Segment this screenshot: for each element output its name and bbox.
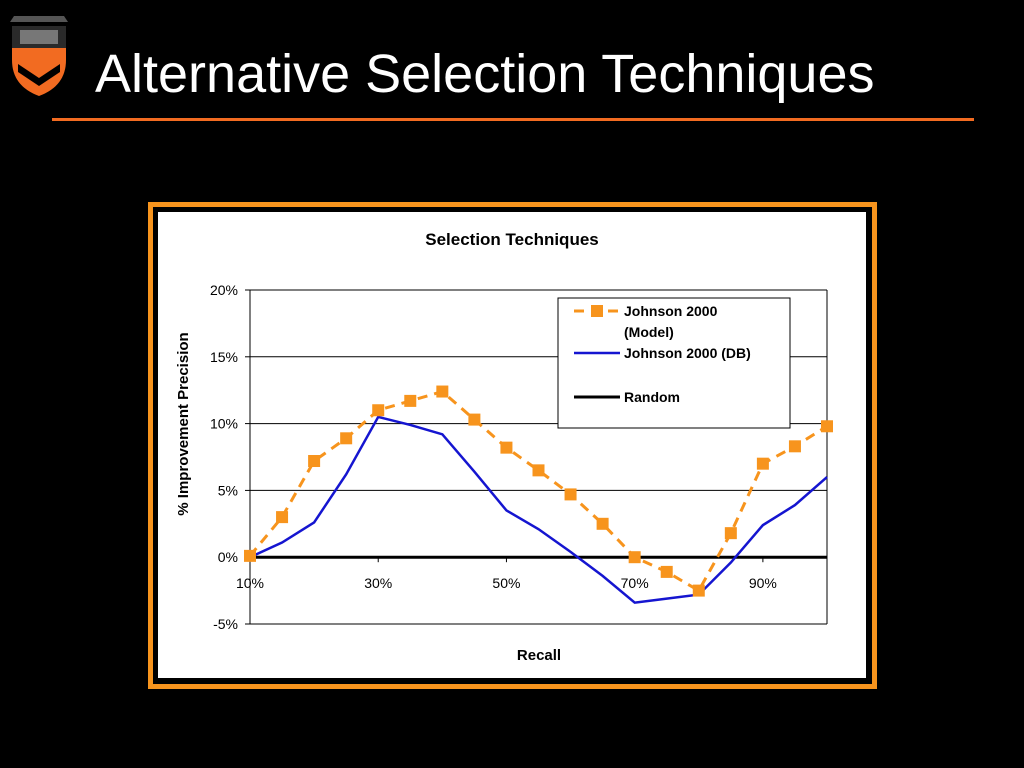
legend-item-random: Random: [624, 389, 680, 405]
chart-title: Selection Techniques: [425, 230, 599, 249]
slide-title: Alternative Selection Techniques: [95, 44, 875, 104]
data-point-model: [788, 440, 801, 453]
data-point-model: [468, 413, 481, 426]
y-tick-label: 10%: [210, 416, 238, 432]
data-point-model: [532, 464, 545, 477]
data-point-model: [244, 549, 256, 562]
series-line-johnson-db: [249, 415, 828, 604]
x-tick-label: 90%: [749, 575, 777, 591]
data-point-model: [756, 457, 769, 470]
data-point-model: [340, 432, 353, 445]
y-tick-label: -5%: [213, 616, 238, 632]
data-point-model: [276, 511, 289, 524]
legend-item-johnson-model: Johnson 2000: [624, 303, 718, 319]
legend: Johnson 2000 (Model) Johnson 2000 (DB) Rand…: [557, 297, 791, 429]
x-tick-label: 70%: [621, 575, 649, 591]
x-tick-label: 50%: [492, 575, 520, 591]
y-tick-label: 0%: [218, 549, 238, 565]
data-point-model: [660, 565, 673, 578]
data-point-model: [596, 517, 609, 530]
y-tick-label: 15%: [210, 349, 238, 365]
legend-item-johnson-db: Johnson 2000 (DB): [624, 345, 751, 361]
title-underline: [52, 118, 974, 121]
data-point-model: [564, 488, 577, 501]
legend-box: [557, 297, 791, 429]
x-axis-label: Recall: [517, 647, 561, 664]
data-point-model: [372, 404, 385, 417]
data-point-model: [404, 394, 417, 407]
data-point-model: [628, 551, 641, 564]
data-point-model: [308, 455, 321, 468]
data-point-model: [821, 420, 833, 433]
x-tick-label: 10%: [236, 575, 264, 591]
y-tick-label: 20%: [210, 282, 238, 298]
data-point-model: [724, 527, 737, 540]
y-axis-label: % Improvement Precision: [175, 332, 192, 515]
data-point-model: [500, 441, 513, 454]
line-chart: Selection Techniques -5% 0% 5% 10% 15% 20% 10…: [158, 212, 866, 678]
legend-item-johnson-model: (Model): [624, 324, 674, 340]
y-tick-label: 5%: [218, 482, 238, 498]
x-tick-label: 30%: [364, 575, 392, 591]
princeton-shield-icon: [10, 16, 68, 96]
legend-swatch-model-marker: [591, 305, 603, 317]
data-point-model: [692, 584, 705, 597]
data-point-model: [436, 385, 449, 398]
